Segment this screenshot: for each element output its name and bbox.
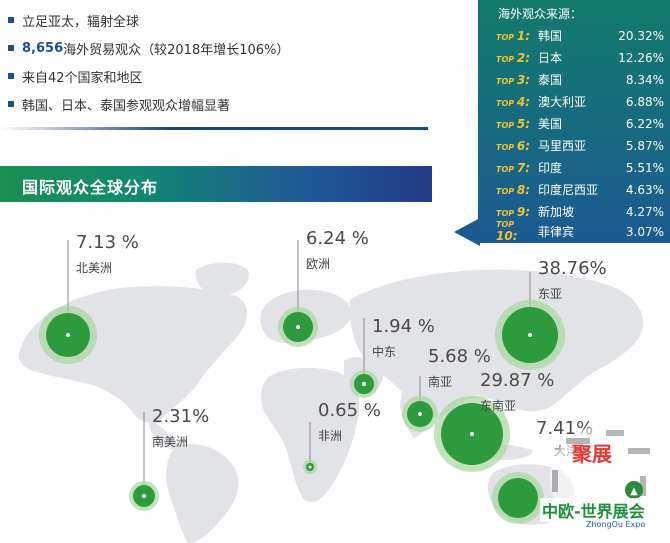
bubble-north-america [39, 306, 97, 364]
rank-pct: 20.32% [618, 28, 664, 43]
watermark-brand-sub: ZhongOu Expo [586, 520, 646, 529]
rank-pct: 12.26% [618, 50, 664, 65]
region-pct-europe: 6.24 % [306, 228, 369, 249]
south-america-shape [166, 444, 239, 543]
highlight-text: 来自42个国家和地区 [22, 70, 143, 86]
region-name-middle-east: 中东 [372, 345, 397, 359]
bullet-square-icon [8, 73, 14, 79]
highlight-number: 8,656 [22, 40, 64, 56]
region-bubbles [39, 300, 565, 524]
divider [0, 127, 428, 130]
bubble-oceania [492, 472, 544, 524]
rank-tag: TOP 6: [496, 138, 531, 153]
bubble-east-asia [495, 300, 565, 370]
bullet-square-icon [8, 101, 14, 107]
region-pct-south-asia: 5.68 % [428, 346, 491, 367]
ranking-row: TOP 4: 澳大利亚 6.88% [496, 91, 664, 112]
highlight-item: 立足亚太，辐射全球 [8, 6, 428, 34]
highlight-item: 来自42个国家和地区 [8, 62, 428, 90]
section-banner: 国际观众全球分布 [0, 166, 432, 202]
rank-pct: 4.63% [625, 182, 664, 197]
rank-country: 菲律宾 [538, 225, 575, 239]
rank-tag: TOP 2: [496, 50, 531, 65]
ranking-row: TOP 5: 美国 6.22% [496, 113, 664, 134]
rank-tag: TOP 4: [496, 94, 531, 109]
rank-country: 印度尼西亚 [538, 183, 599, 197]
panel-pointer [454, 218, 480, 246]
rank-tag: TOP 5: [496, 116, 531, 131]
region-name-south-asia: 南亚 [428, 375, 453, 389]
ranking-row: TOP 1: 韩国 20.32% [496, 25, 664, 46]
rank-pct: 6.22% [625, 116, 664, 131]
rank-country: 印度 [538, 161, 563, 175]
rank-pct: 6.88% [625, 94, 664, 109]
bullet-square-icon [8, 45, 14, 51]
rank-pct: 4.27% [625, 204, 664, 219]
bullet-square-icon [8, 17, 14, 23]
rank-tag: TOP 7: [496, 160, 531, 175]
region-pct-southeast-asia: 29.87 % [480, 370, 555, 391]
bubble-south-america [129, 481, 159, 511]
region-pct-north-america: 7.13 % [76, 232, 139, 253]
rank-country: 泰国 [538, 73, 563, 87]
watermark-brand: 中欧-世界展会 [540, 498, 647, 522]
region-pct-south-america: 2.31% [152, 406, 210, 427]
rank-tag: TOP 1: [496, 28, 531, 43]
rank-country: 日本 [538, 51, 563, 65]
highlight-text: 立足亚太，辐射全球 [22, 14, 140, 30]
rank-pct: 3.07% [625, 224, 664, 239]
central-america-shape [148, 418, 180, 450]
rank-tag: TOP 8: [496, 182, 531, 197]
rank-tag: TOP 10: [496, 220, 518, 243]
region-name-europe: 欧洲 [306, 257, 331, 271]
highlight-text: 海外贸易观众（较2018年增长106%） [63, 42, 290, 58]
rank-country: 韩国 [538, 29, 563, 43]
panel-title: 海外观众来源： [498, 7, 583, 21]
region-pct-africa: 0.65 % [318, 400, 381, 421]
region-name-east-asia: 东亚 [538, 287, 563, 301]
rank-tag: TOP 3: [496, 72, 531, 87]
ranking-row: TOP 7: 印度 5.51% [496, 157, 664, 178]
ranking-row: TOP 3: 泰国 8.34% [496, 69, 664, 90]
rank-pct: 5.87% [625, 138, 664, 153]
greenland-shape [195, 262, 249, 296]
highlights-list: 立足亚太，辐射全球 8,656 海外贸易观众（较2018年增长106%） 来自4… [8, 6, 428, 118]
region-name-africa: 非洲 [318, 429, 343, 443]
ranking-row: TOP 6: 马里西亚 5.87% [496, 135, 664, 156]
rank-pct: 8.34% [625, 72, 664, 87]
rank-tag: TOP 9: [496, 204, 531, 219]
ranking-row: TOP 10: 菲律宾 3.07% [496, 220, 664, 243]
region-name-south-america: 南美洲 [152, 435, 189, 449]
watermark-juzhan: 聚展 [572, 442, 612, 466]
ranking-row: TOP 8: 印度尼西亚 4.63% [496, 179, 664, 200]
bubble-europe [278, 307, 318, 347]
bubble-southeast-asia [434, 396, 510, 472]
region-name-north-america: 北美洲 [76, 261, 113, 275]
world-map [18, 240, 643, 543]
highlight-text: 韩国、日本、泰国参观观众增幅显著 [22, 98, 231, 114]
rank-pct: 5.51% [625, 160, 664, 175]
region-pct-middle-east: 1.94 % [372, 316, 435, 337]
svg-text:▲: ▲ [630, 486, 638, 497]
ranking-row: TOP 9: 新加坡 4.27% [496, 201, 664, 222]
rank-country: 美国 [538, 117, 563, 131]
source-ranking-panel: 海外观众来源： TOP 1: 韩国 20.32% TOP 2: 日本 12.26… [478, 0, 670, 243]
highlight-item: 8,656 海外贸易观众（较2018年增长106%） [8, 34, 428, 62]
rank-country: 新加坡 [538, 205, 575, 219]
rank-country: 马里西亚 [538, 139, 587, 153]
region-name-southeast-asia: 东南亚 [480, 399, 517, 413]
section-title: 国际观众全球分布 [22, 178, 159, 197]
ranking-row: TOP 2: 日本 12.26% [496, 47, 664, 68]
bubble-middle-east [350, 370, 378, 398]
bubble-africa [303, 460, 317, 474]
highlight-item: 韩国、日本、泰国参观观众增幅显著 [8, 90, 428, 118]
bubble-south-asia [402, 396, 438, 432]
region-pct-east-asia: 38.76% [538, 258, 607, 279]
rank-country: 澳大利亚 [538, 95, 587, 109]
